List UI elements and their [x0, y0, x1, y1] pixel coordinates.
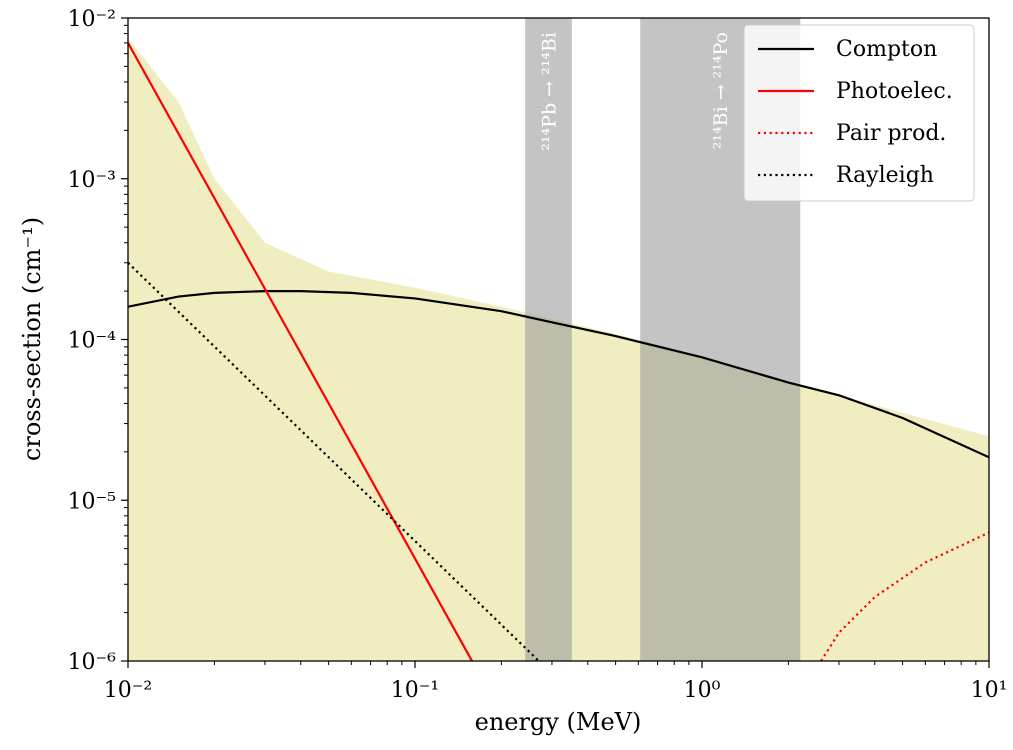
- series-photoelec-line: [128, 42, 473, 661]
- y-axis-title: cross-section (cm⁻¹): [18, 217, 46, 461]
- series-pair-prod-line: [820, 531, 989, 661]
- x-axis-title: energy (MeV): [475, 708, 642, 736]
- y-tick-label: 10⁻²: [68, 7, 116, 32]
- x-tick-label: 10⁻¹: [391, 678, 439, 703]
- legend-label-pair-prod: Pair prod.: [836, 121, 946, 146]
- series-rayleigh-line: [128, 262, 540, 661]
- y-tick-label: 10⁻⁴: [68, 329, 117, 354]
- legend: Compton Photoelec. Pair prod. Rayleigh: [743, 24, 975, 202]
- y-tick-label: 10⁻⁵: [68, 489, 116, 514]
- legend-box: [743, 24, 975, 202]
- x-tick-label: 10⁰: [684, 678, 721, 703]
- legend-label-rayleigh: Rayleigh: [836, 163, 934, 188]
- x-tick-label: 10⁻²: [104, 678, 152, 703]
- x-tick-label: 10¹: [971, 678, 1008, 703]
- series-compton-line: [128, 290, 989, 459]
- legend-label-compton: Compton: [836, 37, 937, 62]
- legend-label-photoelec: Photoelec.: [836, 79, 953, 104]
- decay-band-label-2: ²¹⁴Bi → ²¹⁴Po: [710, 32, 732, 149]
- decay-band-label-1: ²¹⁴Pb → ²¹⁴Bi: [539, 32, 561, 151]
- y-tick-label: 10⁻⁶: [68, 650, 117, 675]
- decay-band-1: [525, 18, 572, 661]
- y-tick-label: 10⁻³: [68, 168, 116, 193]
